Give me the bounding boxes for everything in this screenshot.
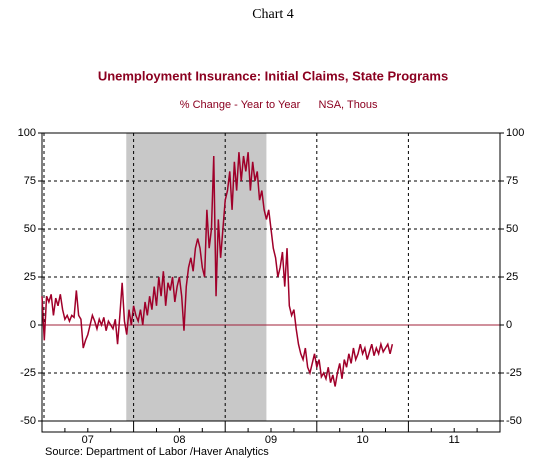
y2-tick-label: -50 bbox=[506, 415, 522, 427]
chart-units: NSA, Thous bbox=[318, 99, 378, 111]
recession-shade bbox=[126, 133, 267, 421]
y2-tick-label: 0 bbox=[506, 319, 512, 331]
y-tick-label: -25 bbox=[20, 367, 36, 379]
y-tick-label: 100 bbox=[18, 127, 36, 139]
plot-frame bbox=[41, 132, 501, 433]
x-tick-label: 07 bbox=[82, 434, 94, 446]
x-tick-label: 09 bbox=[265, 434, 277, 446]
source-note: Source: Department of Labor /Haver Analy… bbox=[45, 446, 269, 458]
chart-header: Chart 4 bbox=[252, 7, 294, 22]
data-line bbox=[41, 152, 394, 387]
y-tick-label: 75 bbox=[24, 175, 36, 187]
y-tick-label: 25 bbox=[24, 271, 36, 283]
y-tick-label: 50 bbox=[24, 223, 36, 235]
x-tick-label: 08 bbox=[173, 434, 185, 446]
y2-tick-label: 100 bbox=[506, 127, 524, 139]
x-tick-label: 11 bbox=[448, 434, 459, 446]
y-tick-label: -50 bbox=[20, 415, 36, 427]
y2-tick-label: 25 bbox=[506, 271, 518, 283]
chart-subtitle: % Change - Year to Year bbox=[180, 99, 301, 111]
x-tick-label: 10 bbox=[356, 434, 368, 446]
y2-tick-label: 50 bbox=[506, 223, 518, 235]
y2-tick-label: -25 bbox=[506, 367, 522, 379]
y-tick-label: 0 bbox=[30, 319, 36, 331]
chart-title: Unemployment Insurance: Initial Claims, … bbox=[98, 68, 448, 83]
y2-tick-label: 75 bbox=[506, 175, 518, 187]
